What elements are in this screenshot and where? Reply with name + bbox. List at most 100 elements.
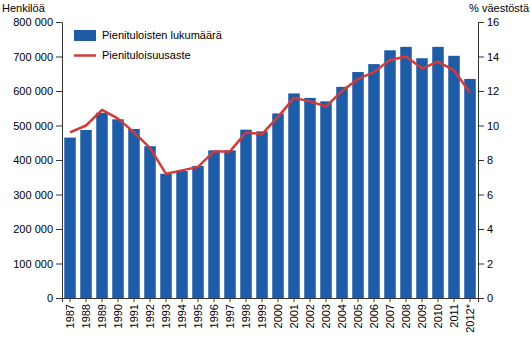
legend-swatch — [74, 30, 96, 41]
tick: 12 — [478, 85, 499, 97]
tick: 2005 — [352, 298, 364, 328]
bar — [112, 119, 124, 298]
tick-label: 2004 — [336, 304, 348, 328]
tick-mark — [478, 22, 484, 23]
tick: 6 — [478, 189, 493, 201]
tick-mark — [198, 298, 199, 302]
legend-item: Pienituloisten lukumäärä — [74, 29, 223, 41]
tick: 1997 — [224, 298, 236, 328]
tick-mark — [478, 264, 484, 265]
tick-label: 1997 — [224, 304, 236, 328]
bar — [384, 50, 396, 298]
tick-label: 2007 — [384, 304, 396, 328]
tick-mark — [166, 298, 167, 302]
tick-label: 200 000 — [13, 223, 53, 235]
tick-mark — [470, 298, 471, 302]
tick: 1987 — [64, 298, 76, 328]
tick-label: 1995 — [192, 304, 204, 328]
tick: 1993 — [160, 298, 172, 328]
tick-mark — [390, 298, 391, 302]
tick: 1990 — [112, 298, 124, 328]
bar — [272, 113, 284, 298]
tick-mark — [86, 298, 87, 302]
bar — [64, 138, 76, 298]
tick-label: 2005 — [352, 304, 364, 328]
tick-mark — [478, 160, 484, 161]
tick: 1991 — [128, 298, 140, 328]
tick-mark — [310, 298, 311, 302]
tick-mark — [422, 298, 423, 302]
tick-label: 2 — [487, 258, 493, 270]
tick-label: 2009 — [416, 304, 428, 328]
tick-mark — [102, 298, 103, 302]
tick: 2004 — [336, 298, 348, 328]
tick-label: 1992 — [144, 304, 156, 328]
tick: 2012* — [464, 298, 476, 333]
tick-label: 2012* — [464, 303, 476, 332]
tick: 200 000 — [13, 223, 62, 235]
tick-label: 600 000 — [13, 85, 53, 97]
tick: 1992 — [144, 298, 156, 328]
tick: 2000 — [272, 298, 284, 328]
legend-item: Pienituloisuusaste — [74, 49, 191, 61]
tick: 2003 — [320, 298, 332, 328]
bar — [400, 47, 412, 298]
tick: 14 — [478, 51, 499, 63]
chart: 0 100 000 200 000 300 000 400 000 500 000 600 … — [0, 0, 531, 343]
tick-label: 500 000 — [13, 120, 53, 132]
tick: 600 000 — [13, 85, 62, 97]
bar — [96, 113, 108, 298]
bar — [320, 101, 332, 298]
tick-mark — [262, 298, 263, 302]
bar — [240, 130, 252, 298]
tick-label: 1993 — [160, 304, 172, 328]
legend-swatch — [74, 54, 96, 57]
y-axis: 0100 000200 000300 000400 000500 000600 … — [13, 16, 62, 304]
tick: 16 — [478, 16, 499, 28]
tick-label: 4 — [487, 223, 493, 235]
axis-title: % väestöstä — [469, 2, 530, 14]
tick-label: 0 — [487, 292, 493, 304]
legend-label: Pienituloisuusaste — [102, 49, 191, 61]
tick-mark — [56, 91, 62, 92]
tick-label: 2002 — [304, 304, 316, 328]
tick-label: 6 — [487, 189, 493, 201]
axis-line — [63, 299, 479, 303]
tick: 2009 — [416, 298, 428, 328]
tick-mark — [478, 91, 484, 92]
tick-label: 1996 — [208, 304, 220, 328]
tick: 400 000 — [13, 154, 62, 166]
bar — [80, 130, 92, 298]
tick-label: 700 000 — [13, 51, 53, 63]
tick: 2010 — [432, 298, 444, 328]
line — [70, 57, 470, 174]
tick-label: 1987 — [64, 304, 76, 328]
tick: 1999 — [256, 298, 268, 328]
tick-label: 1991 — [128, 304, 140, 328]
tick-label: 2003 — [320, 304, 332, 328]
tick-mark — [278, 298, 279, 302]
tick-label: 100 000 — [13, 258, 53, 270]
tick-mark — [214, 298, 215, 302]
legend: Pienituloisten lukumäärä Pienituloisuusas… — [74, 29, 223, 61]
tick: 800 000 — [13, 16, 62, 28]
tick-label: 2000 — [272, 304, 284, 328]
tick-label: 14 — [487, 51, 499, 63]
tick-label: 2011 — [448, 304, 460, 328]
bar — [224, 150, 236, 298]
bar — [464, 79, 476, 298]
bar — [368, 64, 380, 298]
tick-label: 1994 — [176, 304, 188, 328]
tick-mark — [326, 298, 327, 302]
tick-mark — [374, 298, 375, 302]
tick-mark — [478, 126, 484, 127]
bar — [352, 72, 364, 298]
bar — [416, 58, 428, 298]
tick-mark — [294, 298, 295, 302]
tick-mark — [342, 298, 343, 302]
tick-mark — [454, 298, 455, 302]
tick-label: 300 000 — [13, 189, 53, 201]
bar — [128, 129, 140, 298]
axis-title: Henkilöä — [2, 2, 46, 14]
axis-line — [62, 23, 63, 299]
